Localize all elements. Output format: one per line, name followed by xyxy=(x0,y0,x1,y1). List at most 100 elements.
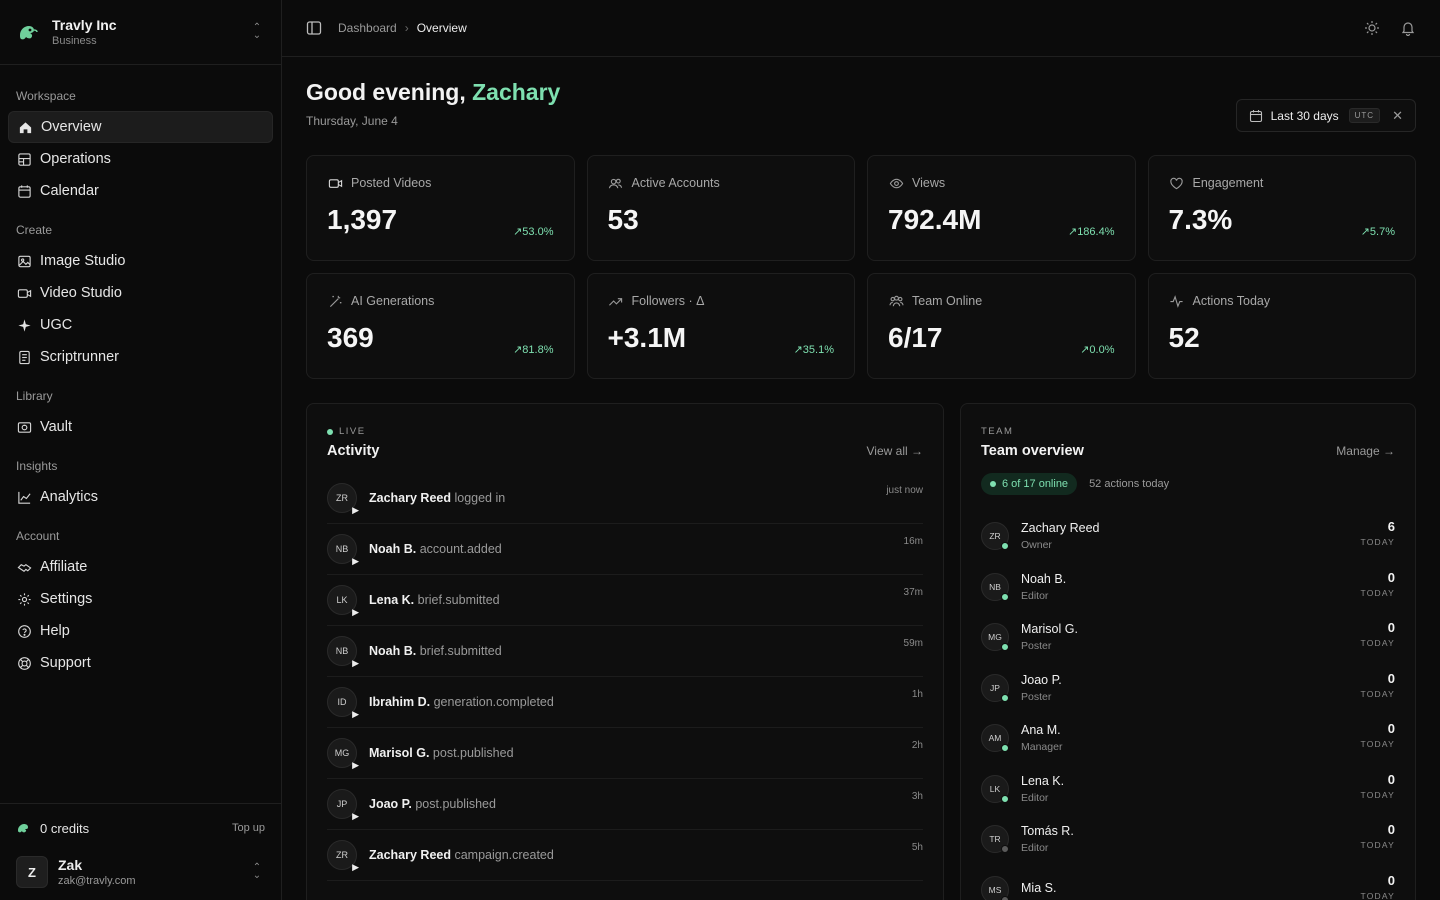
page-title: Good evening, Zachary xyxy=(306,79,1416,106)
sidebar-footer: 0 credits Top up Z Zak zak@travly.com ⌃ ⌄ xyxy=(0,803,281,900)
status-dot-icon xyxy=(1001,542,1009,551)
list-item[interactable]: ZR Zachary Reed Owner 6 TODAY xyxy=(981,511,1395,562)
stat-label: Actions Today xyxy=(1192,294,1271,308)
stat-card-posted-videos: Posted Videos 1,397 ↗53.0% xyxy=(306,155,575,261)
sidebar-item-overview[interactable]: Overview xyxy=(8,111,273,143)
top-up-link[interactable]: Top up xyxy=(231,822,265,834)
sidebar-item-vault[interactable]: Vault xyxy=(8,411,273,443)
list-item[interactable]: MG ▶ Marisol G. post.published 2h xyxy=(327,728,923,779)
stat-label: Engagement xyxy=(1192,176,1264,190)
sidebar-toggle-icon[interactable] xyxy=(306,20,322,36)
play-icon: ▶ xyxy=(352,811,359,821)
list-item[interactable]: ZR ▶ Zachary Reed campaign.created 5h xyxy=(327,830,923,881)
list-item[interactable]: MS Mia S. 0 TODAY xyxy=(981,865,1395,900)
stat-value: 52 xyxy=(1168,322,1200,353)
activity-time: 59m xyxy=(903,638,923,649)
stat-card-engagement: Engagement 7.3% ↗5.7% xyxy=(1147,155,1416,261)
activity-text: Marisol G. post.published xyxy=(369,746,514,760)
stat-value: 369 xyxy=(327,322,374,353)
sidebar-item-operations[interactable]: Operations xyxy=(8,143,273,175)
chevron-up-down-icon[interactable]: ⌃ ⌄ xyxy=(252,862,262,881)
sidebar-item-ugc[interactable]: UGC xyxy=(8,309,273,341)
count-unit: TODAY xyxy=(1360,739,1395,749)
stat-delta-value: 53.0% xyxy=(522,226,554,238)
activity-user: Joao P. xyxy=(369,797,412,811)
avatar: ID ▶ xyxy=(327,687,359,719)
play-icon: ▶ xyxy=(352,607,359,617)
list-item[interactable]: NB ▶ Noah B. brief.submitted 59m xyxy=(327,626,923,677)
breadcrumb-dashboard[interactable]: Dashboard xyxy=(338,21,397,35)
stat-value: +3.1M xyxy=(607,322,687,353)
calendar-icon xyxy=(16,183,32,199)
sidebar-item-settings[interactable]: Settings xyxy=(8,583,273,615)
chevron-up-down-icon[interactable]: ⌃ ⌄ xyxy=(252,22,262,41)
list-item[interactable]: ZR ▶ Zachary Reed logged in just now xyxy=(327,473,923,524)
avatar: MS xyxy=(981,875,1009,900)
activity-text: Lena K. brief.submitted xyxy=(369,593,500,607)
stat-delta: ↗0.0% xyxy=(1080,343,1114,356)
close-icon[interactable]: ✕ xyxy=(1392,107,1403,123)
sidebar-item-affiliate[interactable]: Affiliate xyxy=(8,551,273,583)
sidebar-item-help[interactable]: Help xyxy=(8,615,273,647)
avatar: MG xyxy=(981,623,1009,652)
wand-icon xyxy=(327,294,343,308)
heart-icon xyxy=(1169,176,1185,190)
list-item[interactable]: ID ▶ Ibrahim D. generation.completed 1h xyxy=(327,677,923,728)
stat-label: Active Accounts xyxy=(631,176,720,190)
list-item[interactable]: MG Marisol G. Poster 0 TODAY xyxy=(981,612,1395,663)
manage-link[interactable]: Manage → xyxy=(1336,444,1395,458)
sidebar-item-calendar[interactable]: Calendar xyxy=(8,175,273,207)
activity-user: Ibrahim D. xyxy=(369,695,431,709)
list-item[interactable]: JP ▶ Joao P. post.published 3h xyxy=(327,779,923,830)
count-value: 0 xyxy=(1387,620,1395,635)
list-item[interactable]: AM Ana M. Manager 0 TODAY xyxy=(981,713,1395,764)
list-item[interactable]: LK ▶ Lena K. brief.submitted 37m xyxy=(327,575,923,626)
member-name: Noah B. xyxy=(1021,571,1067,586)
sidebar-item-label: Operations xyxy=(40,151,111,167)
bell-icon[interactable] xyxy=(1400,20,1416,36)
avatar: MG ▶ xyxy=(327,738,359,770)
stat-card-team-online: Team Online 6/17 ↗0.0% xyxy=(867,273,1136,379)
list-item[interactable]: TR Tomás R. Editor 0 TODAY xyxy=(981,814,1395,865)
avatar: Z xyxy=(16,856,48,888)
avatar-initials: ZR xyxy=(989,531,1001,542)
sidebar-item-image-studio[interactable]: Image Studio xyxy=(8,245,273,277)
status-dot-icon xyxy=(1001,794,1009,803)
sun-icon[interactable] xyxy=(1364,20,1380,36)
org-switcher[interactable]: Travly Inc Business ⌃ ⌄ xyxy=(0,0,281,65)
avatar-initials: ZR xyxy=(336,493,348,503)
list-item[interactable]: NB Noah B. Editor 0 TODAY xyxy=(981,562,1395,613)
sidebar-item-video-studio[interactable]: Video Studio xyxy=(8,277,273,309)
view-all-link[interactable]: View all → xyxy=(867,444,923,458)
count-unit: TODAY xyxy=(1360,688,1395,699)
stat-value: 7.3% xyxy=(1168,204,1233,235)
date-range-picker[interactable]: Last 30 days UTC ✕ xyxy=(1235,99,1416,132)
calendar-icon xyxy=(1249,109,1262,122)
sidebar-item-scriptrunner[interactable]: Scriptrunner xyxy=(8,341,273,373)
org-name: Travly Inc xyxy=(52,17,117,33)
user-menu[interactable]: Z Zak zak@travly.com ⌃ ⌄ xyxy=(16,856,265,888)
chevron-right-icon: › xyxy=(404,21,409,35)
member-action-count: 0 TODAY xyxy=(1361,671,1396,699)
sparkle-icon xyxy=(16,317,32,333)
activity-action: generation.completed xyxy=(433,695,554,709)
count-value: 0 xyxy=(1387,670,1395,686)
list-item[interactable]: NB ▶ Noah B. account.added 16m xyxy=(327,524,923,575)
lifebuoy-icon xyxy=(16,655,32,671)
avatar-initials: NB xyxy=(335,646,349,656)
stat-value: 1,397 xyxy=(327,204,398,235)
gear-icon xyxy=(16,591,32,607)
list-item[interactable]: LK Lena K. Editor 0 TODAY xyxy=(981,764,1395,815)
stat-label: Views xyxy=(912,176,946,190)
activity-action: post.published xyxy=(432,746,514,760)
sidebar-item-analytics[interactable]: Analytics xyxy=(8,481,273,513)
live-dot-icon xyxy=(327,428,333,435)
stat-delta: ↗5.7% xyxy=(1361,225,1395,238)
sidebar-item-support[interactable]: Support xyxy=(8,647,273,679)
list-item[interactable]: JP Joao P. Poster 0 TODAY xyxy=(981,663,1395,714)
nav-section-library: Library xyxy=(16,389,53,403)
activity-text: Joao P. post.published xyxy=(369,797,496,811)
current-date: Thursday, June 4 xyxy=(306,114,398,128)
trend-up-icon: ↗ xyxy=(793,344,803,356)
member-role: Editor xyxy=(1021,842,1049,855)
